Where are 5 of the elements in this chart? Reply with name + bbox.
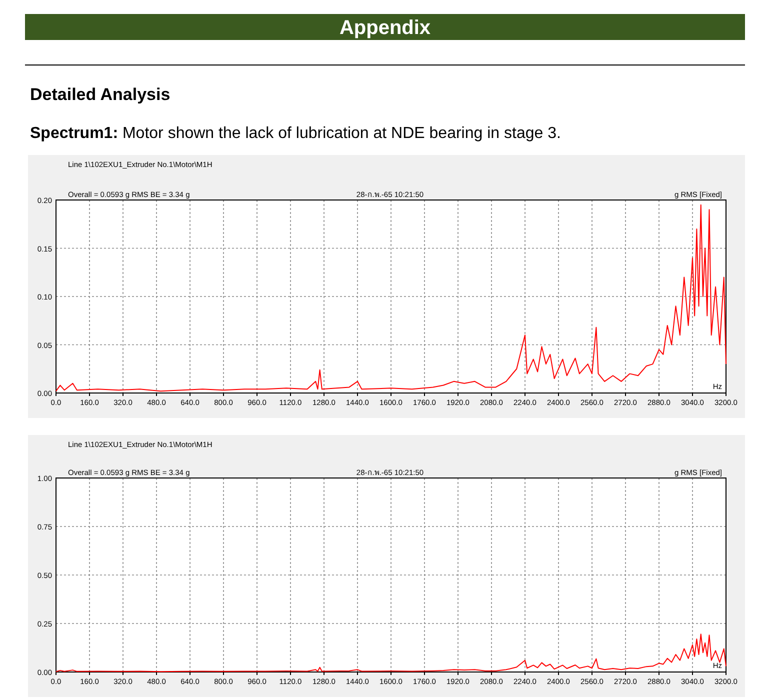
text: Spectrum1: Motor shown the lack of lubrication at NDE bearing in stage 3.: [30, 125, 561, 142]
text: Detailed Analysis: [30, 85, 170, 104]
line-series: [56, 204, 726, 392]
line-series: [56, 634, 726, 672]
text: Appendix: [339, 17, 431, 39]
